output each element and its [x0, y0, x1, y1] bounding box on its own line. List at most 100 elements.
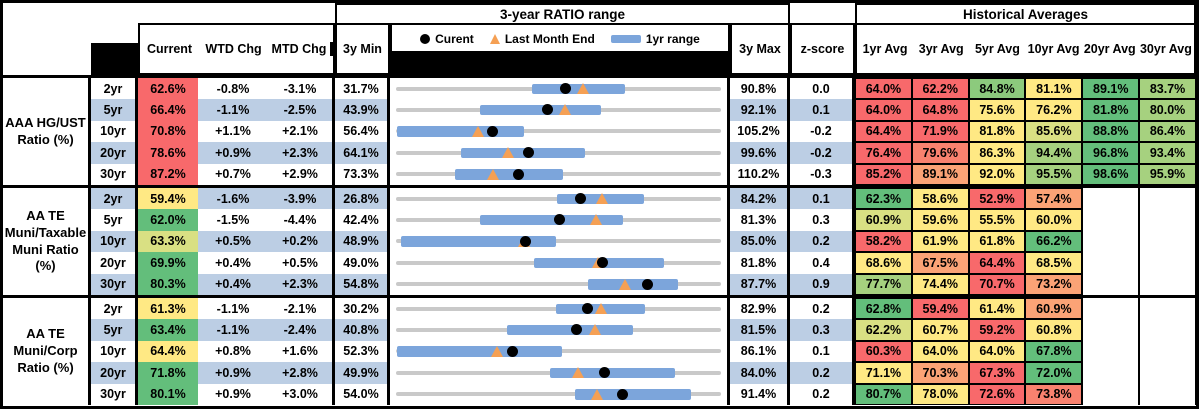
min-3y-cell: 31.7%: [335, 78, 390, 100]
avg-cell-empty: [1139, 252, 1196, 274]
avg-cell: 81.1%: [1025, 78, 1083, 100]
current-cell: 78.6%: [138, 142, 198, 164]
avg-cell: 72.0%: [1025, 362, 1083, 384]
last-month-marker: [487, 168, 500, 180]
min-3y-cell: 40.8%: [335, 319, 390, 341]
range-chart-cell: [390, 340, 730, 363]
z-score-cell: -0.2: [790, 142, 855, 164]
avg-cell: 77.7%: [855, 273, 912, 295]
z-score-cell: 0.2: [790, 298, 855, 320]
mtd-chg-cell: -2.1%: [268, 298, 335, 320]
min-3y-cell: 54.8%: [335, 273, 390, 295]
tenor-cell: 10yr: [91, 340, 138, 363]
current-cell: 69.9%: [138, 252, 198, 274]
col-header-mtd-chg: MTD Chg: [268, 42, 333, 56]
min-3y-cell: 43.9%: [335, 99, 390, 121]
avg-cell: 67.5%: [911, 252, 969, 274]
range-chart-cell: [390, 78, 730, 100]
avg-cell-empty: [1139, 362, 1196, 384]
min-3y-cell: 26.8%: [335, 188, 390, 210]
range-1yr-bar: [401, 236, 557, 247]
last-month-marker: [558, 104, 571, 116]
range-chart-cell: [390, 209, 730, 231]
wtd-chg-cell: -1.1%: [198, 298, 268, 320]
max-3y-cell: 92.1%: [730, 99, 790, 121]
avg-cell: 61.9%: [911, 230, 969, 253]
range-chart-cell: [390, 319, 730, 341]
change-columns-header: Current WTD Chg MTD Chg: [138, 23, 335, 75]
avg-cell: 83.7%: [1139, 78, 1196, 100]
avg-cell: 73.2%: [1025, 273, 1083, 295]
avg-cell: 71.1%: [855, 362, 912, 384]
tenor-cell: 10yr: [91, 230, 138, 253]
range-chart-header: Curent Last Month End 1yr range: [390, 23, 730, 75]
last-month-marker: [576, 83, 589, 94]
current-marker: [554, 214, 566, 226]
avg-cell-empty: [1082, 383, 1140, 405]
mtd-chg-cell: -4.4%: [268, 209, 335, 231]
range-chart-cell: [390, 252, 730, 274]
min-3y-cell: 73.3%: [335, 163, 390, 185]
mtd-chg-cell: -2.4%: [268, 319, 335, 341]
avg-cell: 62.8%: [855, 298, 912, 320]
last-month-marker: [590, 214, 603, 226]
col-header-3y-max: 3y Max: [730, 23, 790, 75]
range-1yr-bar: [479, 214, 623, 226]
avg-cell: 68.5%: [1025, 252, 1083, 274]
current-marker: [599, 367, 610, 379]
table-row-2yr: 2yr 61.3% -1.1% -2.1% 30.2% 82.9% 0.2 62.8% 59.4…: [91, 298, 1196, 320]
last-month-marker: [501, 147, 514, 159]
avg-cell: 52.9%: [968, 188, 1026, 210]
avg-cell: 98.6%: [1082, 163, 1140, 185]
avg-cell: 85.6%: [1025, 120, 1083, 143]
wtd-chg-cell: +0.8%: [198, 340, 268, 363]
avg-cell: 81.8%: [1082, 99, 1140, 121]
current-cell: 66.4%: [138, 99, 198, 121]
range-chart-cell: [390, 383, 730, 405]
group-1: AAA HG/UST Ratio (%) 2yr 62.6% -0.8% -3.1% 31…: [3, 75, 1196, 185]
col-header-20yr-avg: 20yr Avg: [1083, 42, 1136, 56]
current-cell: 61.3%: [138, 298, 198, 320]
avg-cell-empty: [1139, 188, 1196, 210]
current-marker: [523, 147, 535, 159]
z-score-cell: -0.2: [790, 120, 855, 143]
avg-cell: 85.2%: [855, 163, 912, 185]
col-header-10yr-avg: 10yr Avg: [1027, 42, 1080, 56]
avg-cell: 62.2%: [911, 78, 969, 100]
wtd-chg-cell: -1.1%: [198, 319, 268, 341]
avg-cell: 64.0%: [911, 340, 969, 363]
range-chart-cell: [390, 142, 730, 164]
range-1yr-bar: [396, 126, 525, 137]
avg-cell: 67.8%: [1025, 340, 1083, 363]
table-row-10yr: 10yr 64.4% +0.8% +1.6% 52.3% 86.1% 0.1 60.3% 64.…: [91, 340, 1196, 363]
current-cell: 63.4%: [138, 319, 198, 341]
table-row-30yr: 30yr 87.2% +0.7% +2.9% 73.3% 110.2% -0.3 85.2% 8…: [91, 163, 1196, 185]
avg-cell: 95.9%: [1139, 163, 1196, 185]
group-rows: 2yr 62.6% -0.8% -3.1% 31.7% 90.8% 0.0 64.0% 62.2…: [91, 78, 1196, 185]
range-1yr-bar: [588, 279, 678, 290]
mtd-chg-cell: +1.6%: [268, 340, 335, 363]
max-3y-cell: 99.6%: [730, 142, 790, 164]
avg-cell: 62.3%: [855, 188, 912, 210]
table-row-10yr: 10yr 63.3% +0.5% +0.2% 48.9% 85.0% 0.2 58.2% 61.…: [91, 230, 1196, 253]
avg-cell: 64.0%: [855, 99, 912, 121]
min-3y-cell: 52.3%: [335, 340, 390, 363]
current-marker: [520, 235, 532, 247]
wtd-chg-cell: -1.1%: [198, 99, 268, 121]
current-marker: [513, 168, 525, 180]
last-month-marker: [596, 193, 609, 204]
wtd-chg-cell: +0.7%: [198, 163, 268, 185]
legend-last-month-label: Last Month End: [504, 31, 595, 46]
range-1yr-bar: [507, 324, 633, 336]
avg-cell: 80.0%: [1139, 99, 1196, 121]
range-track: [396, 392, 721, 397]
z-score-cell: 0.3: [790, 319, 855, 341]
wtd-chg-cell: +0.4%: [198, 273, 268, 295]
table-row-5yr: 5yr 66.4% -1.1% -2.5% 43.9% 92.1% 0.1 64.0% 64.8…: [91, 99, 1196, 121]
max-3y-cell: 105.2%: [730, 120, 790, 143]
table-row-20yr: 20yr 78.6% +0.9% +2.3% 64.1% 99.6% -0.2 76.4% 79…: [91, 142, 1196, 164]
avg-cell-empty: [1139, 340, 1196, 363]
avg-cell: 95.5%: [1025, 163, 1083, 185]
avg-cell: 67.3%: [968, 362, 1026, 384]
range-section-title: 3-year RATIO range: [335, 3, 790, 25]
